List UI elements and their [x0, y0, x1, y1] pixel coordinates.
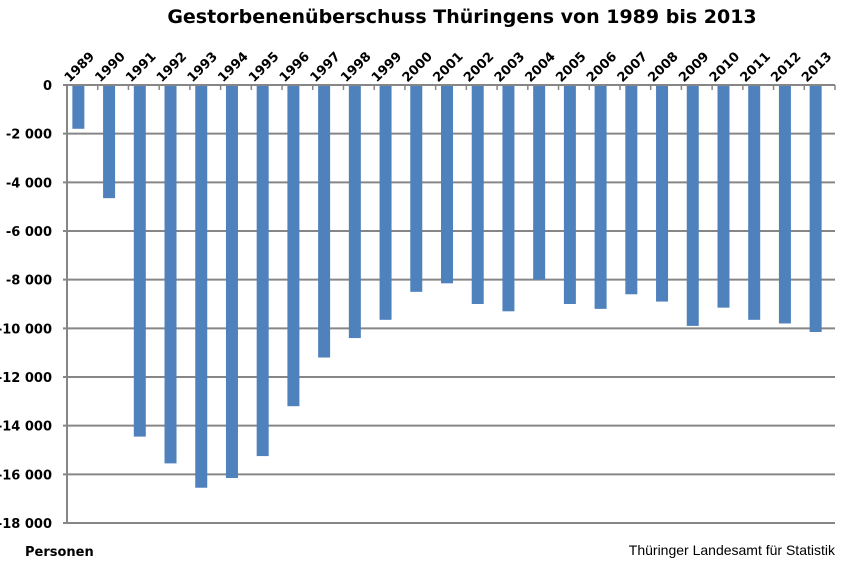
bar-1992 — [164, 85, 177, 464]
bar-1999 — [379, 85, 392, 320]
bars — [72, 85, 822, 488]
x-tick-label: 1998 — [338, 49, 374, 85]
bar-1990 — [103, 85, 116, 199]
bar-2004 — [533, 85, 546, 280]
bar-2008 — [656, 85, 669, 302]
x-tick-label: 1997 — [308, 49, 344, 85]
x-axis — [63, 84, 836, 90]
bar-2010 — [717, 85, 730, 308]
bar-1995 — [256, 85, 269, 457]
x-tick-label: 2010 — [707, 49, 743, 85]
bar-1996 — [287, 85, 300, 407]
x-tick-label: 2007 — [615, 49, 651, 85]
y-tick-label: -14 000 — [0, 420, 52, 435]
bar-2006 — [594, 85, 607, 309]
x-tick-label: 1992 — [154, 49, 190, 85]
x-axis-labels: 1989199019911992199319941995199619971998… — [62, 49, 835, 85]
y-tick-label: -6 000 — [6, 225, 52, 240]
x-tick-label: 2005 — [553, 49, 589, 85]
bar-1989 — [72, 85, 85, 129]
y-tick-label: -8 000 — [6, 274, 52, 289]
bar-2013 — [809, 85, 822, 332]
bar-2001 — [441, 85, 453, 284]
bar-2005 — [563, 85, 576, 304]
x-tick-label: 2004 — [523, 49, 559, 85]
x-tick-label: 2000 — [400, 49, 436, 85]
x-tick-label: 1991 — [123, 49, 159, 85]
x-tick-label: 2002 — [461, 49, 497, 85]
bar-2011 — [748, 85, 761, 320]
bar-2012 — [778, 85, 791, 324]
chart-title: Gestorbenenüberschuss Thüringens von 198… — [167, 6, 756, 28]
x-tick-label: 2009 — [676, 49, 712, 85]
y-tick-label: -16 000 — [0, 468, 52, 483]
y-axis-labels: 0 -2 000 -4 000 -6 000 -8 000 -10 000 -12 000 -… — [0, 79, 52, 532]
x-tick-label: 2006 — [584, 49, 620, 85]
y-tick-label: -4 000 — [6, 176, 52, 191]
x-tick-label: 2012 — [768, 49, 804, 85]
x-tick-label: 1989 — [62, 49, 98, 85]
bar-1997 — [318, 85, 331, 358]
source-label: Thüringer Landesamt für Statistik — [629, 542, 836, 558]
x-tick-label: 1990 — [93, 49, 129, 85]
x-tick-label: 1999 — [369, 49, 405, 85]
x-tick-label: 1995 — [246, 49, 282, 85]
y-tick-label: -10 000 — [0, 322, 52, 337]
x-tick-label: 2008 — [645, 49, 681, 85]
y-tick-label: -18 000 — [0, 517, 52, 532]
bar-2002 — [471, 85, 484, 304]
x-tick-label: 2011 — [738, 49, 774, 85]
y-tick-label: -2 000 — [6, 128, 52, 143]
x-tick-label: 1996 — [277, 49, 313, 85]
bar-1998 — [348, 85, 361, 339]
gridlines — [63, 85, 835, 524]
bar-2003 — [502, 85, 515, 312]
bar-1994 — [225, 85, 238, 478]
x-tick-label: 1993 — [185, 49, 221, 85]
x-tick-label: 2003 — [492, 49, 528, 85]
y-tick-label: -12 000 — [0, 371, 52, 386]
y-axis-unit-label: Personen — [25, 545, 94, 560]
y-tick-label: 0 — [43, 79, 52, 94]
x-tick-label: 2013 — [799, 49, 835, 85]
bar-1993 — [195, 85, 208, 488]
bar-1991 — [133, 85, 146, 437]
bar-2000 — [410, 85, 423, 292]
bar-2007 — [625, 85, 638, 295]
x-tick-label: 2001 — [430, 49, 466, 85]
bar-2009 — [686, 85, 699, 326]
x-tick-label: 1994 — [215, 49, 251, 85]
